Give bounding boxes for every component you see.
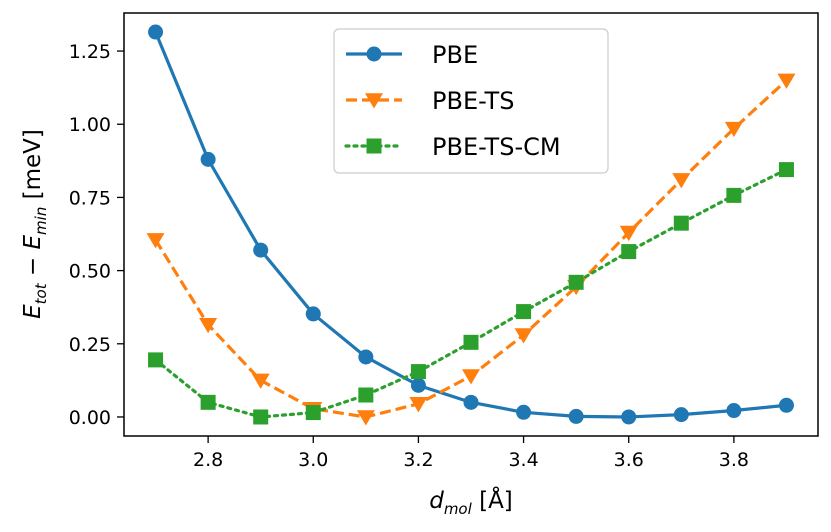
legend-marker-pbe bbox=[366, 46, 382, 62]
x-axis: 2.8 3.0 3.2 3.4 3.6 3.8 bbox=[193, 436, 749, 471]
data-point-pbe bbox=[148, 24, 164, 40]
x-axis-label: dmol [Å] bbox=[429, 486, 513, 518]
data-point-pbe-ts-cm bbox=[358, 387, 374, 403]
data-point-pbe-ts-cm bbox=[778, 162, 794, 178]
data-point-pbe-ts-cm bbox=[253, 409, 269, 425]
data-point-pbe bbox=[200, 151, 216, 167]
y-tick-label: 0.00 bbox=[69, 407, 111, 429]
y-tick-label: 0.25 bbox=[69, 334, 111, 356]
data-point-pbe-ts bbox=[251, 373, 270, 389]
legend-label-pbe-ts: PBE-TS bbox=[432, 87, 514, 115]
data-point-pbe-ts bbox=[356, 410, 375, 426]
data-point-pbe-ts bbox=[619, 225, 638, 242]
x-tick-label: 3.8 bbox=[719, 449, 749, 471]
data-point-pbe-ts bbox=[777, 73, 796, 89]
data-point-pbe bbox=[463, 394, 479, 410]
y-axis-label: Etot − Emin [meV] bbox=[20, 129, 50, 319]
data-point-pbe bbox=[568, 408, 584, 424]
x-tick-label: 3.2 bbox=[403, 449, 433, 471]
data-point-pbe-ts-cm bbox=[568, 274, 584, 290]
data-point-pbe bbox=[621, 409, 637, 425]
data-point-pbe bbox=[726, 403, 742, 419]
data-point-pbe-ts-cm bbox=[200, 394, 216, 410]
y-tick-label: 1.25 bbox=[69, 41, 111, 63]
data-point-pbe bbox=[778, 397, 794, 413]
y-tick-label: 1.00 bbox=[69, 114, 111, 136]
data-point-pbe bbox=[305, 306, 321, 322]
legend-box bbox=[333, 28, 609, 174]
data-point-pbe-ts-cm bbox=[410, 364, 426, 380]
data-point-pbe bbox=[516, 404, 532, 420]
x-tick-label: 3.4 bbox=[508, 449, 538, 471]
data-point-pbe-ts-cm bbox=[516, 304, 532, 320]
data-point-pbe bbox=[410, 377, 426, 393]
legend: PBE PBE-TS PBE-TS-CM bbox=[333, 28, 609, 174]
x-tick-label: 2.8 bbox=[193, 449, 223, 471]
data-point-pbe-ts-cm bbox=[673, 215, 689, 231]
data-point-pbe-ts bbox=[462, 369, 480, 385]
plot-frame bbox=[123, 12, 819, 437]
x-tick-label: 3.6 bbox=[614, 449, 644, 471]
y-tick-label: 0.50 bbox=[69, 261, 111, 283]
data-point-pbe-ts-cm bbox=[463, 334, 479, 350]
data-point-pbe-ts bbox=[724, 121, 743, 138]
data-point-pbe-ts bbox=[672, 173, 691, 189]
data-point-pbe-ts bbox=[409, 397, 428, 413]
series-layer bbox=[146, 24, 796, 426]
y-axis: 0.00 0.25 0.50 0.75 1.00 1.25 bbox=[69, 41, 124, 429]
data-point-pbe bbox=[673, 407, 689, 423]
data-point-pbe bbox=[358, 349, 374, 365]
data-point-pbe-ts-cm bbox=[148, 352, 164, 368]
data-point-pbe-ts-cm bbox=[305, 405, 321, 421]
x-tick-label: 3.0 bbox=[298, 449, 328, 471]
data-point-pbe bbox=[253, 242, 269, 258]
data-point-pbe-ts bbox=[146, 233, 165, 249]
data-point-pbe-ts bbox=[199, 318, 218, 334]
legend-marker-pbe-ts bbox=[365, 93, 383, 109]
data-point-pbe-ts-cm bbox=[621, 244, 637, 260]
data-point-pbe-ts-cm bbox=[726, 187, 742, 203]
legend-label-pbe: PBE bbox=[432, 41, 478, 69]
legend-marker-pbe-ts-cm bbox=[366, 138, 382, 154]
legend-label-pbe-ts-cm: PBE-TS-CM bbox=[432, 133, 561, 161]
data-point-pbe-ts bbox=[514, 328, 533, 344]
y-tick-label: 0.75 bbox=[69, 187, 111, 209]
